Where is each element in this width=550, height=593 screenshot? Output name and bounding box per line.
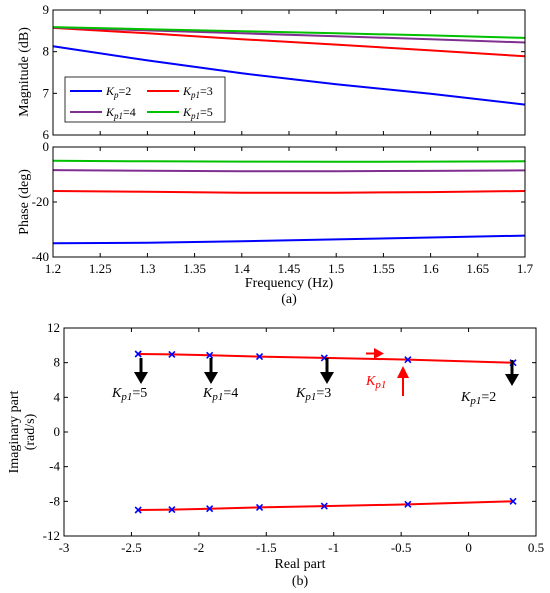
pole-marker (320, 502, 328, 510)
x-tick-label: 1.25 (89, 261, 112, 276)
y-tick-label: 8 (43, 44, 50, 59)
y-tick-label: -20 (32, 194, 49, 209)
annotation-kp1-4: Kp1=4 (202, 386, 238, 403)
down-arrow-icon (505, 360, 519, 386)
annotation-kp1-2: Kp1=2 (460, 390, 496, 407)
legend-entry: Kp1=3 (147, 84, 213, 100)
phase-series-lines (52, 159, 526, 245)
legend-label: Kp1=3 (182, 84, 213, 100)
pole-marker (255, 353, 264, 361)
root-locus-y-label-unit: (rad/s) (23, 413, 38, 450)
black-arrows (134, 358, 519, 386)
down-arrow-icon (320, 358, 334, 384)
y-tick-label: 6 (43, 127, 50, 142)
x-tick-label: 1.65 (466, 261, 489, 276)
legend-entry: Kp1=5 (147, 105, 213, 121)
x-tick-label: 1.7 (517, 261, 534, 276)
series-line (52, 234, 526, 245)
x-tick-label: 1.5 (328, 261, 344, 276)
x-tick-label: 1.45 (278, 261, 301, 276)
pole-marker (206, 351, 214, 359)
x-tick-label: -3 (59, 540, 70, 555)
x-tick-label: -1.5 (256, 540, 277, 555)
y-tick-label: 7 (43, 85, 50, 100)
series-line (52, 26, 526, 39)
down-arrow-icon (204, 358, 218, 384)
x-tick-label: -1 (328, 540, 339, 555)
phase-y-label: Phase (deg) (17, 169, 32, 235)
series-line (52, 169, 526, 173)
pole-marker (134, 506, 142, 514)
pole-marker (509, 497, 517, 505)
y-tick-label: 9 (43, 2, 50, 17)
x-tick-label: -2 (193, 540, 204, 555)
magnitude-legend: Kp=2 Kp1=3 Kp1=4 Kp1=5 (64, 76, 226, 123)
x-tick-label: 1.55 (372, 261, 395, 276)
caption-a: (a) (281, 292, 297, 307)
x-tick-label: 1.2 (45, 261, 61, 276)
root-locus-x-ticks: -3 -2.5 -2 -1.5 -1 -0.5 0 0.5 (59, 328, 544, 555)
magnitude-series-lines (52, 26, 526, 106)
x-tick-label: 1.3 (139, 261, 155, 276)
root-locus-panel: -12 -8 -4 0 4 8 12 -3 -2.5 -2 -1.5 -1 -0.5 0 0.5 Imag… (7, 320, 544, 589)
y-tick-label: 8 (54, 355, 61, 370)
pole-marker (206, 505, 214, 513)
x-tick-label: 1.6 (422, 261, 439, 276)
pole-marker (168, 350, 176, 358)
legend-label: Kp1=4 (105, 105, 136, 121)
phase-panel: -40-200 1.2 1.25 1.3 1.35 1.4 1.45 1.5 1.55 1.6 1… (17, 139, 534, 307)
root-locus-y-ticks: -12 -8 -4 0 4 8 12 (43, 320, 536, 543)
pole-marker (134, 350, 142, 358)
legend-box (64, 76, 226, 123)
x-tick-label: -2.5 (121, 540, 142, 555)
legend-entry: Kp1=4 (70, 105, 136, 121)
x-tick-label: 0.5 (528, 540, 544, 555)
y-tick-label: -40 (32, 249, 49, 264)
series-line (52, 26, 526, 44)
down-arrow-icon (134, 358, 148, 384)
annotation-kp1-direction: Kp1 (365, 374, 386, 391)
x-tick-label: 1.35 (183, 261, 206, 276)
x-tick-label: -0.5 (391, 540, 412, 555)
y-tick-label: 0 (43, 139, 50, 154)
series-line (52, 45, 526, 106)
magnitude-y-label: Magnitude (dB) (17, 27, 32, 117)
pole-marker (404, 356, 412, 364)
caption-b: (b) (292, 574, 309, 589)
y-tick-label: 12 (47, 320, 60, 335)
phase-x-label: Frequency (Hz) (245, 276, 334, 291)
annotation-kp1-3: Kp1=3 (295, 386, 331, 403)
legend-label: Kp1=5 (182, 105, 213, 121)
x-tick-label: 0 (465, 540, 472, 555)
red-up-arrow-icon (397, 366, 409, 396)
legend-entry: Kp=2 (70, 84, 131, 100)
phase-x-ticks: 1.2 1.25 1.3 1.35 1.4 1.45 1.5 1.55 1.6 1.65 1.7 (45, 147, 534, 276)
root-locus-y-label: Imaginary part (7, 390, 22, 473)
root-locus-axes-box (63, 327, 537, 537)
series-line (52, 190, 526, 194)
y-tick-label: 4 (54, 389, 61, 404)
annotation-kp1-5: Kp1=5 (111, 386, 147, 403)
magnitude-panel: 6 7 8 9 Magnitude (dB) Kp=2 Kp1=3 Kp1=4 Kp1… (17, 2, 526, 142)
series-line (52, 159, 526, 163)
phase-y-ticks: -40 -20 0 (32, 139, 525, 264)
red-direction-arrow-icon (366, 348, 384, 359)
pole-marker (255, 503, 264, 511)
pole-marker (404, 500, 412, 508)
root-locus-x-label: Real part (275, 557, 326, 572)
y-tick-label: 0 (54, 424, 61, 439)
y-tick-label: -8 (49, 493, 60, 508)
series-line (52, 26, 526, 58)
pole-marker (168, 506, 176, 514)
legend-label: Kp=2 (105, 84, 131, 100)
y-tick-label: -12 (43, 528, 60, 543)
y-tick-label: -4 (49, 459, 60, 474)
magnitude-x-ticks (52, 10, 526, 135)
magnitude-y-ticks: 6 7 8 9 (43, 2, 525, 142)
x-tick-label: 1.4 (234, 261, 251, 276)
